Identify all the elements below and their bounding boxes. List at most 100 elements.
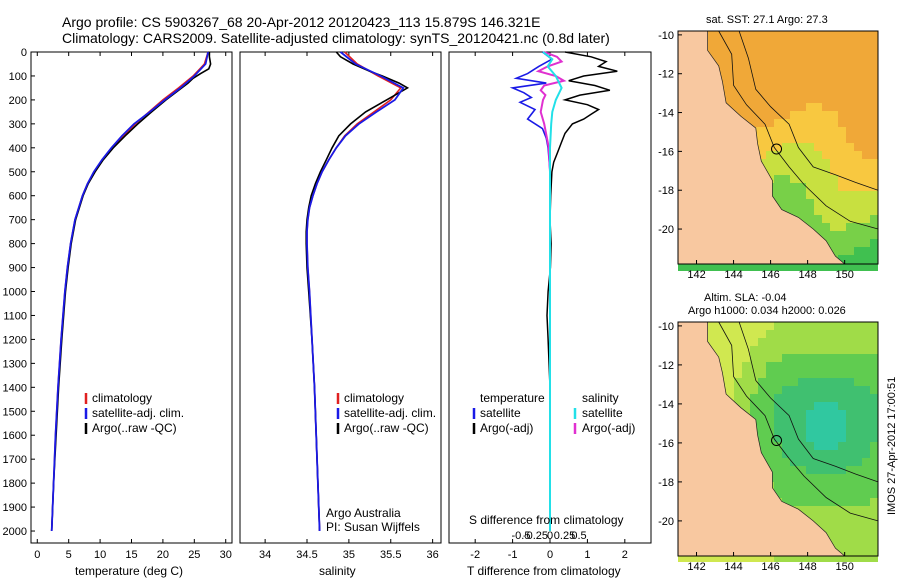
map-cell [766, 111, 774, 119]
map-cell [814, 215, 822, 223]
map-cell [830, 247, 838, 255]
map-cell [814, 386, 822, 394]
map-cell [838, 514, 846, 522]
map-cell [854, 47, 862, 55]
map-cell [862, 47, 870, 55]
map-cell [806, 47, 814, 55]
map-cell [758, 554, 766, 562]
map-cell [830, 522, 838, 530]
map-cell [830, 199, 838, 207]
map-cell [798, 338, 806, 346]
map-cell [870, 103, 878, 111]
map-cell [774, 135, 782, 143]
map-cell [790, 490, 798, 498]
map-cell [718, 47, 726, 55]
map-cell [854, 330, 862, 338]
sal-label: 35 [343, 549, 355, 561]
map-cell [862, 247, 870, 255]
map-cell [798, 346, 806, 354]
map-cell [758, 434, 766, 442]
map-cell [734, 39, 742, 47]
map-cell [782, 554, 790, 562]
map-cell [806, 506, 814, 514]
sdiff-label: 0.5 [571, 530, 586, 542]
map-cell [822, 402, 830, 410]
map-cell [846, 119, 854, 127]
map-cell [758, 370, 766, 378]
map-cell [822, 386, 830, 394]
legend-satellite-adj-sal: satellite-adj. clim. [344, 406, 437, 420]
map-cell [854, 55, 862, 63]
map-cell [830, 370, 838, 378]
map-cell [750, 346, 758, 354]
map-cell [790, 63, 798, 71]
map-cell [734, 554, 742, 562]
tdiff-argo-line [546, 51, 618, 531]
map-cell [814, 175, 822, 183]
map-cell [822, 199, 830, 207]
map-cell [790, 450, 798, 458]
map-cell [750, 103, 758, 111]
map-cell [838, 434, 846, 442]
map-cell [862, 466, 870, 474]
map-cell [774, 482, 782, 490]
map-cell [710, 330, 718, 338]
map-cell [806, 207, 814, 215]
map-cell [806, 394, 814, 402]
map-cell [790, 378, 798, 386]
map-cell [814, 458, 822, 466]
depth-label: 200 [9, 95, 27, 107]
map-cell [726, 322, 734, 330]
map-cell [838, 159, 846, 167]
map-cell [854, 362, 862, 370]
depth-contour [718, 30, 879, 230]
map-cell [870, 199, 878, 207]
map-cell [870, 127, 878, 135]
map-cell [718, 322, 726, 330]
map-cell [838, 119, 846, 127]
map-cell [798, 490, 806, 498]
map-cell [862, 191, 870, 199]
map-cell [782, 474, 790, 482]
map-cell [870, 522, 878, 530]
map-cell [798, 482, 806, 490]
map-cell [870, 39, 878, 47]
map-cell [806, 402, 814, 410]
map-cell [766, 346, 774, 354]
lat-label: -12 [658, 69, 674, 81]
map-cell [782, 151, 790, 159]
map-cell [822, 207, 830, 215]
map-cell [758, 263, 766, 271]
lon-label: 144 [724, 269, 742, 281]
map-cell [718, 362, 726, 370]
map-cell [870, 338, 878, 346]
map-cell [862, 103, 870, 111]
map-cell [870, 151, 878, 159]
map-cell [774, 490, 782, 498]
map-cell [806, 482, 814, 490]
map-cell [758, 95, 766, 103]
map-cell [774, 55, 782, 63]
map-cell [790, 402, 798, 410]
map-cell [830, 426, 838, 434]
map-cell [870, 119, 878, 127]
map-cell [814, 127, 822, 135]
map-cell [718, 263, 726, 271]
map-cell [814, 55, 822, 63]
map-cell [822, 55, 830, 63]
map-cell [870, 167, 878, 175]
map-cell [750, 87, 758, 95]
sal-label: 36 [427, 549, 439, 561]
map-cell [734, 338, 742, 346]
map-cell [814, 554, 822, 562]
map-cell [798, 426, 806, 434]
map-cell [798, 362, 806, 370]
map-cell [854, 39, 862, 47]
map-cell [766, 167, 774, 175]
map-cell [870, 207, 878, 215]
map-cell [782, 354, 790, 362]
map-cell [822, 191, 830, 199]
map-cell [822, 175, 830, 183]
map-cell [838, 199, 846, 207]
map-cell [790, 466, 798, 474]
